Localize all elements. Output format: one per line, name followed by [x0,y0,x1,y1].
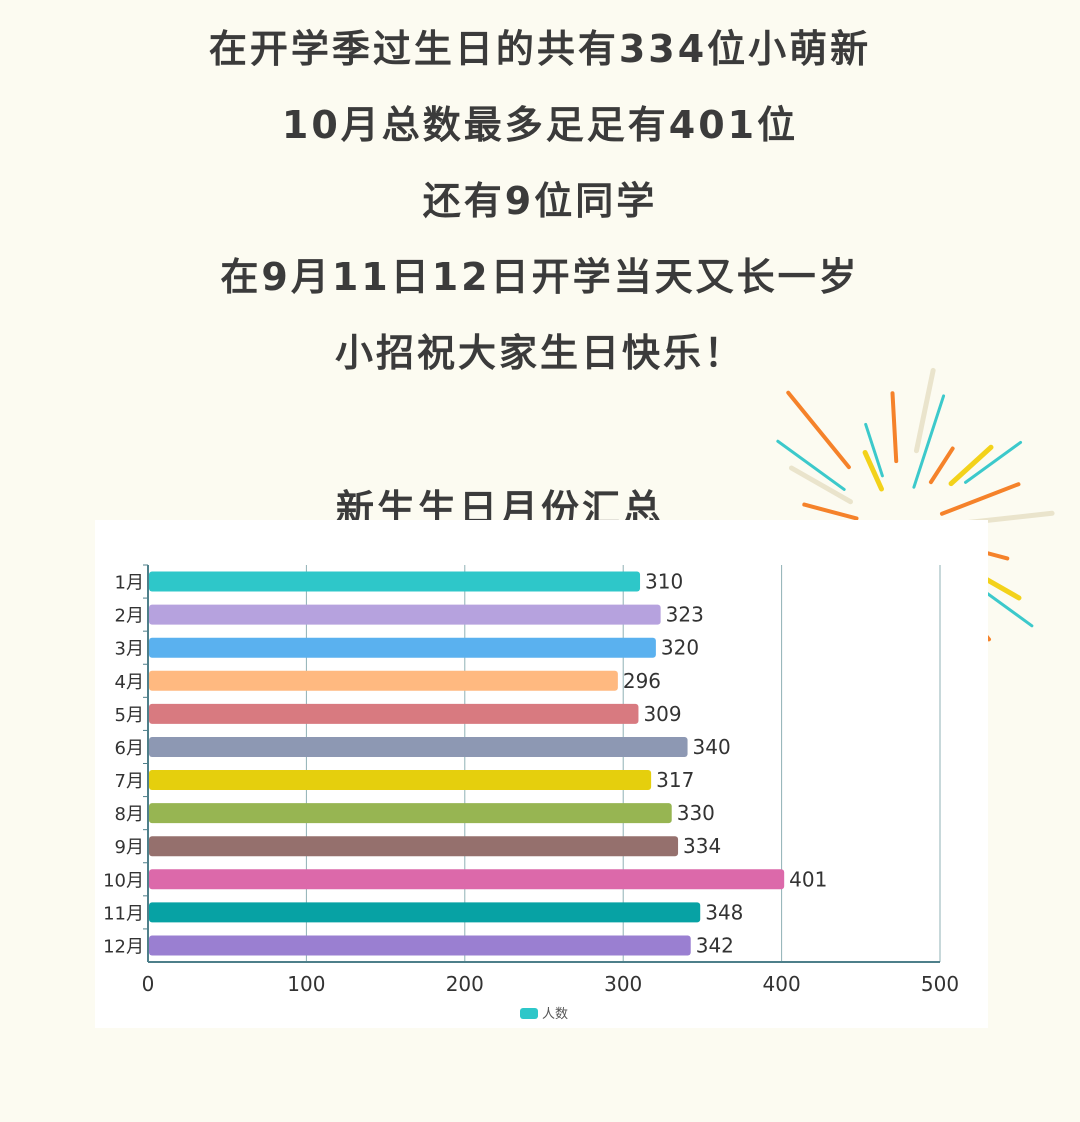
category-label: 5月 [115,705,144,726]
legend-swatch [520,1008,538,1019]
firework-ray [776,439,846,491]
firework-ray [939,482,1021,516]
category-label: 3月 [115,639,144,660]
bar [149,869,785,890]
category-label: 4月 [115,672,144,693]
x-tick-label: 500 [921,972,959,996]
firework-ray [928,446,955,485]
data-label: 340 [693,735,731,759]
data-label: 401 [789,867,827,891]
data-label: 323 [666,603,704,627]
bar [149,935,691,956]
firework-ray [788,465,854,505]
data-label: 320 [661,636,699,660]
x-tick-label: 100 [287,972,325,996]
intro-line-1: 在开学季过生日的共有334位小萌新 [208,27,872,71]
category-label: 9月 [115,837,144,858]
category-label: 11月 [103,903,144,924]
bar [149,637,656,658]
x-tick-label: 400 [763,972,801,996]
data-label: 317 [656,768,694,792]
category-label: 12月 [103,936,144,957]
category-label: 10月 [103,870,144,891]
legend-label: 人数 [542,1007,568,1022]
bar-chart: 0 100 200 300 400 500 1月 310 2月 323 3月 320 4月 296 5月 30… [103,564,959,1022]
intro-line-2: 10月总数最多足足有401位 [281,103,799,147]
bar [149,736,688,757]
firework-ray [948,444,994,487]
bar [149,770,652,791]
firework-ray [864,422,884,478]
intro-line-3: 还有9位同学 [422,179,658,223]
x-tick-label: 200 [446,972,484,996]
chart-card: 0 100 200 300 400 500 1月 310 2月 323 3月 320 4月 296 5月 30… [95,520,988,1028]
x-tick-label: 300 [604,972,642,996]
bar [149,836,679,857]
bar [149,902,701,923]
firework-ray [890,391,899,464]
data-label: 309 [643,702,681,726]
bar [149,571,641,592]
bar [149,803,672,824]
intro-line-4: 在9月11日12日开学当天又长一岁 [220,255,860,299]
bar [149,703,639,724]
data-label: 296 [623,669,661,693]
category-label: 7月 [115,771,144,792]
firework-ray [964,440,1023,484]
data-label: 334 [683,834,721,858]
data-label: 348 [705,900,743,924]
intro-line-5: 小招祝大家生日快乐！ [334,331,745,375]
category-label: 8月 [115,804,144,825]
data-label: 310 [645,570,683,594]
category-label: 6月 [115,738,144,759]
firework-ray [786,390,851,470]
category-label: 1月 [115,573,144,594]
firework-ray [802,502,859,521]
firework-ray [912,394,946,489]
bar [149,670,618,691]
data-label: 330 [677,801,715,825]
bar [149,604,661,625]
category-label: 2月 [115,606,144,627]
firework-ray [913,367,936,454]
x-tick-label: 0 [142,972,155,996]
firework-ray [862,450,885,492]
data-label: 342 [696,933,734,957]
